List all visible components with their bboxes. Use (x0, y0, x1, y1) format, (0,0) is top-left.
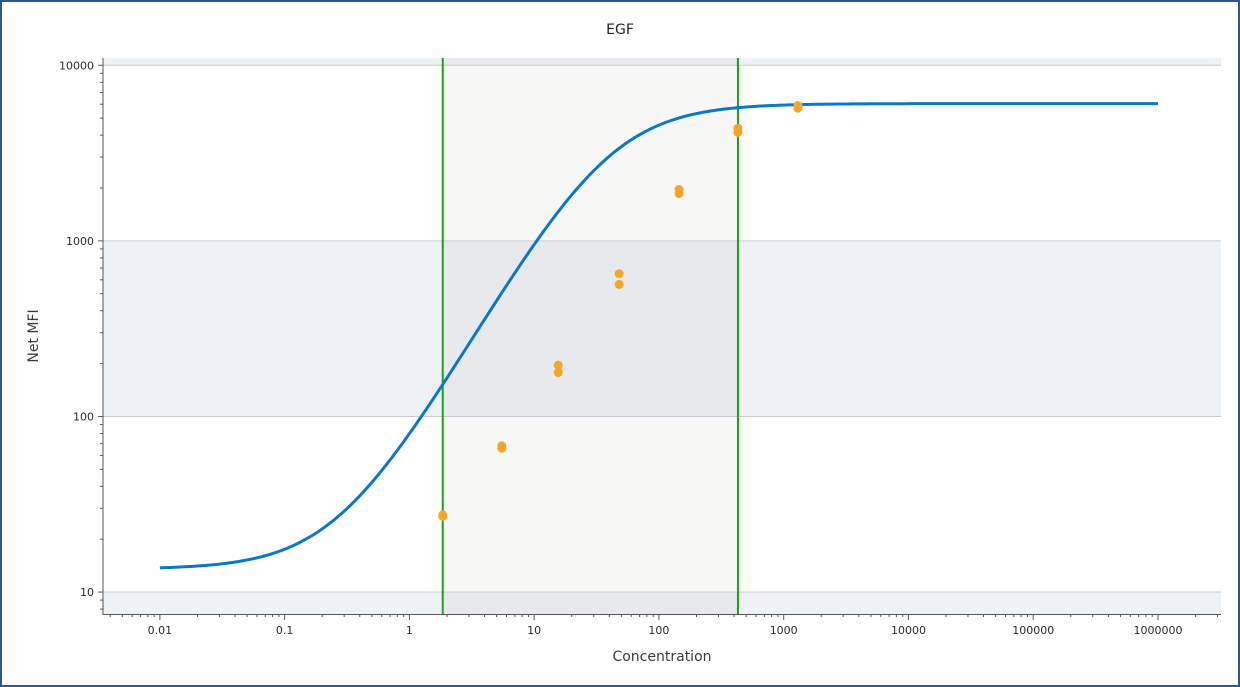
x-tick-label: 100 (648, 624, 669, 637)
y-band (103, 240, 1221, 417)
data-point (614, 269, 624, 279)
x-tick-label: 0.1 (276, 624, 294, 637)
data-point (497, 443, 507, 453)
plot-area: 10 100 1000 10000 0.01 0.1 1 10 100 1000 10000 1000… (59, 58, 1221, 637)
y-tick-label: 100 (73, 410, 94, 423)
data-point (733, 127, 743, 137)
fitted-curve (159, 102, 1158, 570)
x-tick-label: 1000000 (1133, 624, 1182, 637)
y-tick-label: 10 (80, 586, 94, 599)
x-tick-label: 10000 (891, 624, 926, 637)
x-tick-label: 1 (406, 624, 413, 637)
y-tick-label: 10000 (59, 59, 94, 72)
x-tick-label: 1000 (770, 624, 798, 637)
data-point (793, 103, 803, 113)
data-point (614, 279, 624, 289)
data-point (553, 360, 563, 370)
data-point (553, 367, 563, 377)
x-tick-label: 0.01 (148, 624, 173, 637)
data-point (674, 189, 684, 199)
data-point (438, 511, 448, 521)
x-tick-label: 100000 (1012, 624, 1054, 637)
y-band (103, 592, 1221, 614)
x-axis-label: Concentration (612, 649, 711, 665)
y-tick-label: 1000 (66, 235, 94, 248)
y-axis-label: Net MFI (26, 309, 42, 362)
y-band (103, 58, 1221, 66)
x-tick-label: 10 (527, 624, 541, 637)
valid-range-shading (442, 58, 738, 614)
chart-title: EGF (606, 22, 634, 38)
